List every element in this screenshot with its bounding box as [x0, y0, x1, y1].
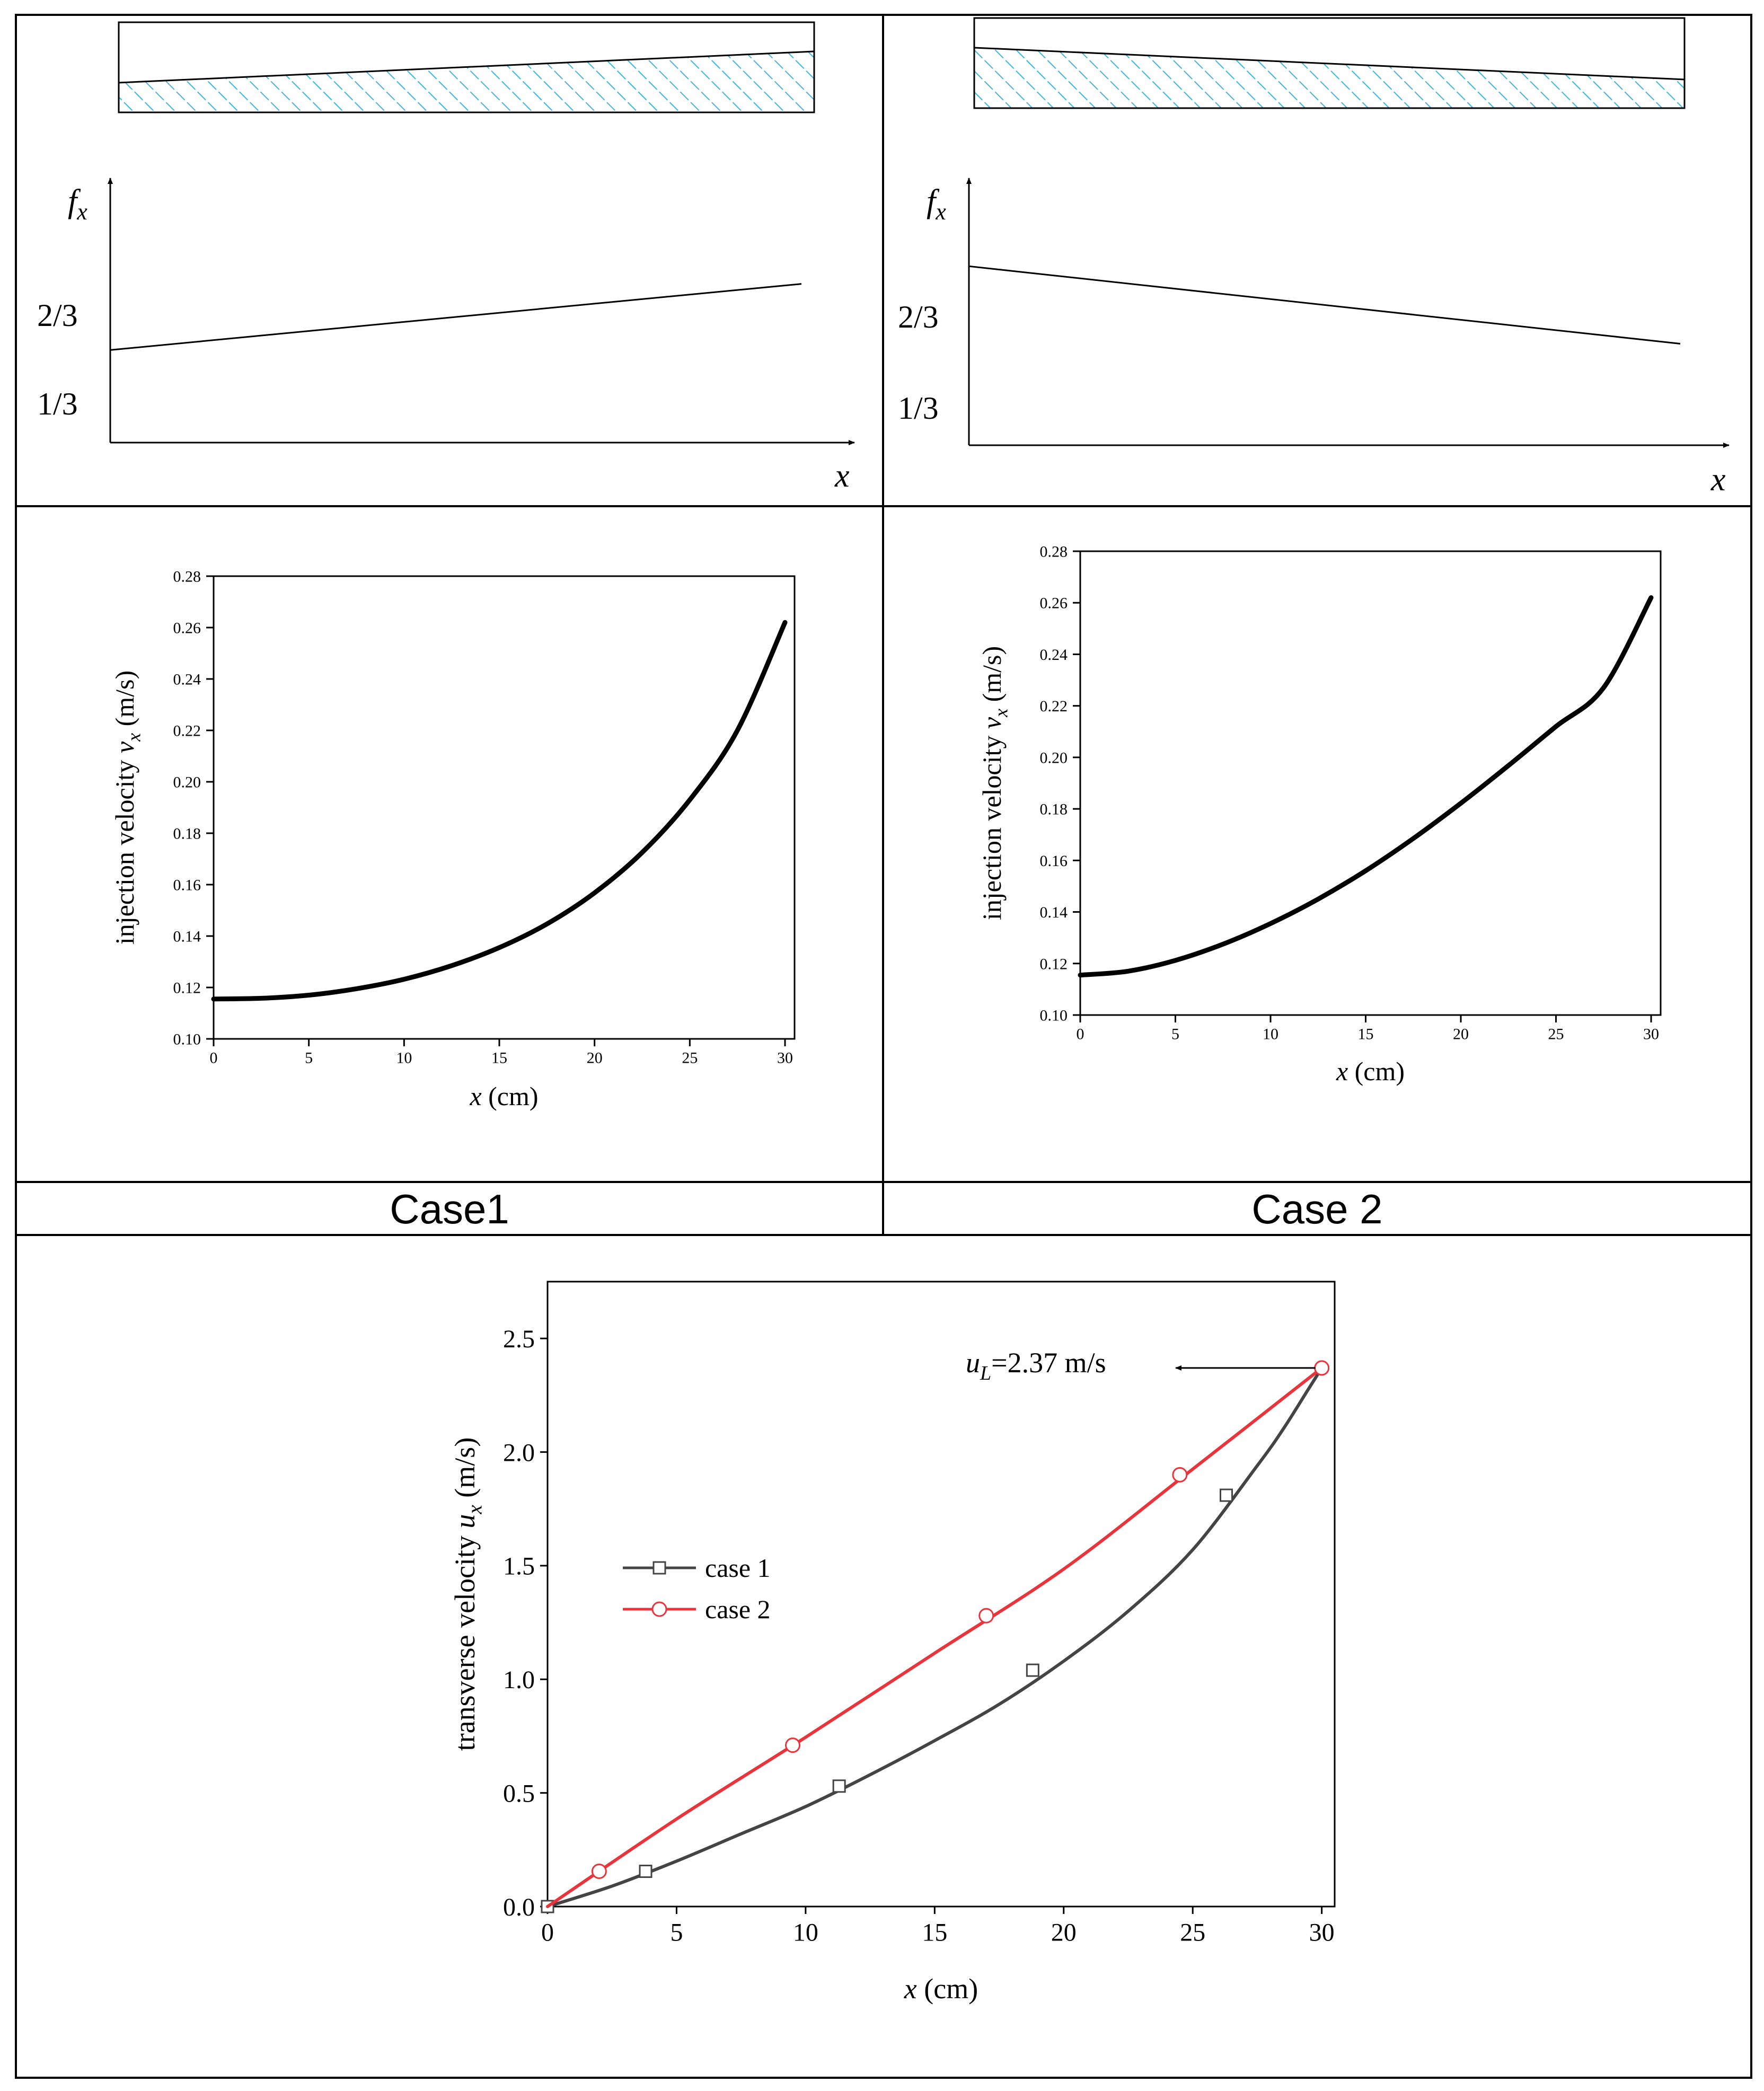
case2-tick-two-thirds: 2/3: [898, 299, 939, 334]
y-tick-label: 0.14: [173, 928, 201, 946]
x-tick-label: 30: [1643, 1026, 1659, 1043]
case1-tick-one-third: 1/3: [37, 386, 78, 421]
series-line-case-1: [546, 1366, 1324, 1908]
panel-frame: [15, 14, 1752, 2079]
case1-tick-two-thirds: 2/3: [37, 298, 78, 333]
y-tick-label: 0.28: [173, 568, 201, 586]
y-tick-label: 0.22: [1040, 698, 1068, 715]
y-tick-label: 0.24: [173, 671, 201, 689]
data-point-case-2: [1314, 1360, 1330, 1376]
x-tick-label: 30: [777, 1049, 793, 1067]
x-axis-label: x (cm): [1336, 1056, 1405, 1086]
case1-schematic: fx x 2/3 1/3: [37, 21, 855, 494]
y-tick-label: 1.5: [503, 1552, 535, 1581]
x-tick-label: 15: [1358, 1026, 1374, 1043]
y-tick-label: 0.24: [1040, 646, 1068, 664]
y-tick-label: 0.26: [1040, 595, 1068, 612]
x-tick-label: 20: [1051, 1918, 1077, 1946]
x-tick-label: 10: [396, 1049, 412, 1067]
data-point-case-2: [978, 1608, 994, 1624]
y-tick-label: 0.10: [173, 1031, 201, 1048]
y-tick-label: 0.12: [173, 980, 201, 997]
series-line-case-1: [211, 620, 788, 1002]
case2-hatched-region: [973, 47, 1686, 109]
case1-x-axis-label: x: [834, 458, 850, 494]
y-tick-label: 0.10: [1040, 1007, 1068, 1025]
x-axis-label: x (cm): [469, 1081, 538, 1111]
y-tick-label: 2.0: [503, 1439, 535, 1467]
x-tick-label: 5: [1171, 1026, 1179, 1043]
x-tick-label: 0: [541, 1918, 554, 1946]
series-line-case-2: [546, 1366, 1324, 1908]
x-tick-label: 25: [1548, 1026, 1564, 1043]
case2-label: Case 2: [1251, 1186, 1382, 1232]
y-tick-label: 1.0: [503, 1666, 535, 1694]
y-tick-label: 2.5: [503, 1325, 535, 1353]
y-tick-label: 0.5: [503, 1779, 535, 1807]
x-tick-label: 25: [1180, 1918, 1205, 1946]
y-axis-label: transverse velocity ux (m/s): [449, 1437, 487, 1751]
case2-tick-one-third: 1/3: [898, 391, 939, 426]
x-tick-label: 30: [1309, 1918, 1335, 1946]
annotation-label: uL=2.37 m/s: [966, 1347, 1106, 1384]
x-tick-label: 25: [682, 1049, 698, 1067]
data-point-case-1: [639, 1865, 652, 1878]
legend-label: case 2: [705, 1594, 771, 1624]
transverse-velocity-chart: 0 5 10 15 20 25 30 0.0 0.5 1.0 1.5 2.0 2.5 x (cm) tran…: [449, 1281, 1336, 2005]
y-tick-label: 0.18: [173, 825, 201, 843]
x-tick-label: 20: [587, 1049, 603, 1067]
data-point-case-2: [591, 1864, 607, 1880]
case1-label: Case1: [390, 1186, 509, 1232]
y-tick-label: 0.20: [173, 774, 201, 791]
y-tick-label: 0.20: [1040, 749, 1068, 766]
data-point-case-1: [1026, 1663, 1039, 1677]
plot-frame: [546, 1281, 1336, 1908]
series-line-case-2: [1078, 595, 1654, 978]
x-tick-label: 5: [670, 1918, 683, 1946]
x-tick-label: 10: [1263, 1026, 1278, 1043]
y-axis-label: injection velocity vx (m/s): [977, 646, 1012, 920]
x-tick-label: 15: [491, 1049, 507, 1067]
data-point-case-1: [832, 1779, 846, 1793]
y-tick-label: 0.16: [173, 877, 201, 894]
x-tick-label: 5: [305, 1049, 313, 1067]
case2-y-axis-label: fx: [927, 183, 946, 225]
x-axis-label: x (cm): [904, 1973, 978, 2005]
y-tick-label: 0.12: [1040, 955, 1068, 973]
legend-marker-case-1: [652, 1561, 666, 1575]
case2-fx-profile: [968, 265, 1681, 345]
case2-x-axis-label: x: [1710, 462, 1726, 498]
y-tick-label: 0.16: [1040, 852, 1068, 870]
data-point-case-1: [1220, 1488, 1233, 1502]
y-tick-label: 0.26: [173, 620, 201, 637]
y-tick-label: 0.14: [1040, 904, 1068, 921]
x-tick-label: 20: [1453, 1026, 1469, 1043]
legend-marker-case-2: [651, 1601, 667, 1617]
case1-fx-profile: [110, 283, 802, 351]
y-tick-label: 0.28: [1040, 543, 1068, 561]
y-axis-label: injection velocity vx (m/s): [110, 670, 145, 945]
data-point-case-2: [785, 1737, 801, 1753]
data-point-case-2: [1172, 1467, 1188, 1483]
case2-schematic: fx x 2/3 1/3: [898, 17, 1730, 498]
case1-hatched-region: [118, 50, 815, 113]
y-tick-label: 0.22: [173, 722, 201, 740]
plot-frame: [1079, 550, 1662, 1016]
case1-y-axis-label: fx: [68, 183, 87, 225]
injection-velocity-chart-case2: 0 5 10 15 20 25 30 0.10 0.12 0.14 0.16 0.18 0.20 0.22…: [977, 543, 1662, 1086]
injection-velocity-chart-case1: 0 5 10 15 20 25 30 0.10 0.12 0.14 0.16 0.18 0.20 0.22…: [110, 568, 796, 1111]
legend-label: case 1: [705, 1553, 771, 1583]
x-tick-label: 15: [922, 1918, 947, 1946]
x-tick-label: 0: [1077, 1026, 1084, 1043]
x-tick-label: 0: [210, 1049, 218, 1067]
y-tick-label: 0.18: [1040, 801, 1068, 818]
y-tick-label: 0.0: [503, 1893, 535, 1921]
plot-frame: [213, 575, 796, 1040]
x-tick-label: 10: [793, 1918, 818, 1946]
